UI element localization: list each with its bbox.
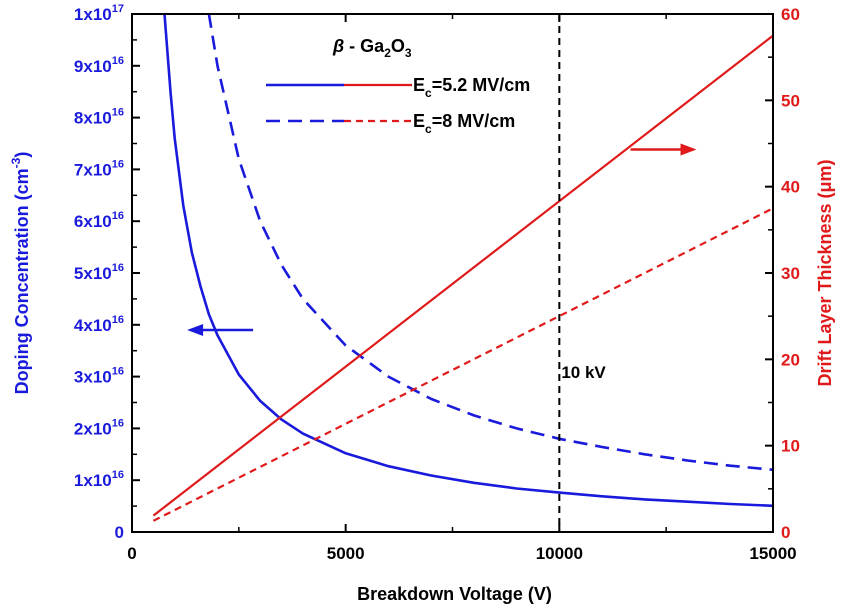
left-tick-exponent: 16 bbox=[112, 469, 124, 481]
thickness-line-ec8 bbox=[152, 207, 773, 522]
left-tick-mantissa: 2x10 bbox=[74, 419, 112, 438]
left-tick-mantissa: 6x10 bbox=[74, 212, 112, 231]
left-tick-label: 1x1016 bbox=[74, 469, 124, 490]
x-tick-label: 10000 bbox=[536, 544, 583, 563]
material-title-beta: β bbox=[332, 36, 344, 56]
left-tick-label: 1x1017 bbox=[74, 3, 124, 24]
x-axis-label: Breakdown Voltage (V) bbox=[357, 584, 552, 604]
left-tick-label: 3x1016 bbox=[74, 366, 124, 387]
left-tick-label: 6x1016 bbox=[74, 210, 124, 231]
left-tick-label: 5x1016 bbox=[74, 262, 124, 283]
left-tick-exponent: 16 bbox=[112, 158, 124, 170]
right-tick-label: 60 bbox=[781, 5, 800, 24]
left-tick-mantissa: 1x10 bbox=[74, 5, 112, 24]
left-tick-label: 8x1016 bbox=[74, 107, 124, 128]
left-tick-mantissa: 7x10 bbox=[74, 160, 112, 179]
left-tick-exponent: 16 bbox=[112, 366, 124, 378]
left-tick-mantissa: 9x10 bbox=[74, 57, 112, 76]
x-tick-label: 0 bbox=[127, 544, 136, 563]
left-tick-exponent: 16 bbox=[112, 107, 124, 119]
left-tick-exponent: 16 bbox=[112, 314, 124, 326]
right-tick-label: 40 bbox=[781, 178, 800, 197]
legend-label: Ec=5.2 MV/cm bbox=[413, 75, 530, 100]
thickness-line-ec52 bbox=[152, 34, 773, 517]
right-tick-label: 50 bbox=[781, 91, 800, 110]
legend-label-rest: =5.2 MV/cm bbox=[432, 75, 531, 95]
left-tick-exponent: 16 bbox=[112, 55, 124, 67]
right-tick-label: 20 bbox=[781, 350, 800, 369]
left-tick-mantissa: 4x10 bbox=[74, 316, 112, 335]
x-tick-label: 15000 bbox=[749, 544, 796, 563]
right-axis-label: Drift Layer Thickness (μm) bbox=[815, 159, 835, 386]
left-axis-label-exponent: -3 bbox=[9, 157, 23, 168]
material-title: β- Ga2O3 bbox=[332, 36, 412, 60]
left-tick-exponent: 16 bbox=[112, 210, 124, 222]
left-axis-label-text: Doping Concentration (cm bbox=[12, 168, 32, 394]
left-tick-exponent: 16 bbox=[112, 417, 124, 429]
left-axis-label: Doping Concentration (cm-3) bbox=[9, 152, 32, 395]
plot-background bbox=[132, 14, 773, 532]
legend-label-sub: c bbox=[425, 122, 432, 136]
left-tick-exponent: 17 bbox=[112, 3, 124, 15]
legend-label-e: E bbox=[413, 75, 425, 95]
left-tick-label: 2x1016 bbox=[74, 417, 124, 438]
legend-label-e: E bbox=[413, 111, 425, 131]
left-tick-label: 0 bbox=[115, 523, 124, 542]
left-tick-exponent: 16 bbox=[112, 262, 124, 274]
left-tick-mantissa: 5x10 bbox=[74, 264, 112, 283]
material-title-part: - Ga bbox=[349, 36, 385, 56]
right-axis-arrow-head bbox=[680, 143, 697, 156]
left-tick-label: 7x1016 bbox=[74, 158, 124, 179]
legend-label: Ec=8 MV/cm bbox=[413, 111, 515, 136]
material-title-part: O bbox=[391, 36, 405, 56]
left-axis-label-close: ) bbox=[12, 152, 32, 158]
left-tick-mantissa: 1x10 bbox=[74, 471, 112, 490]
left-tick-label: 4x1016 bbox=[74, 314, 124, 335]
reference-line-label: 10 kV bbox=[561, 363, 606, 382]
left-tick-mantissa: 0 bbox=[115, 523, 124, 542]
material-title-part: 2 bbox=[384, 46, 391, 60]
vline-layer: 10 kV bbox=[558, 14, 606, 532]
legend-label-rest: =8 MV/cm bbox=[432, 111, 516, 131]
series-layer bbox=[152, 14, 773, 522]
legend-label-sub: c bbox=[425, 86, 432, 100]
x-tick-label: 5000 bbox=[327, 544, 365, 563]
doping-line-ec8 bbox=[207, 14, 773, 472]
right-tick-label: 30 bbox=[781, 264, 800, 283]
arrow-layer bbox=[187, 143, 697, 336]
right-tick-label: 0 bbox=[781, 523, 790, 542]
axes-layer: 0 5000 10000 1500001x10162x10163x10164x1016… bbox=[9, 3, 835, 604]
left-axis-arrow-head bbox=[187, 323, 204, 336]
left-tick-label: 9x1016 bbox=[74, 55, 124, 76]
right-tick-label: 10 bbox=[781, 437, 800, 456]
left-tick-mantissa: 3x10 bbox=[74, 368, 112, 387]
plot-area bbox=[132, 14, 773, 532]
doping-line-ec52 bbox=[163, 14, 773, 508]
left-tick-mantissa: 8x10 bbox=[74, 109, 112, 128]
material-title-part: 3 bbox=[405, 46, 412, 60]
